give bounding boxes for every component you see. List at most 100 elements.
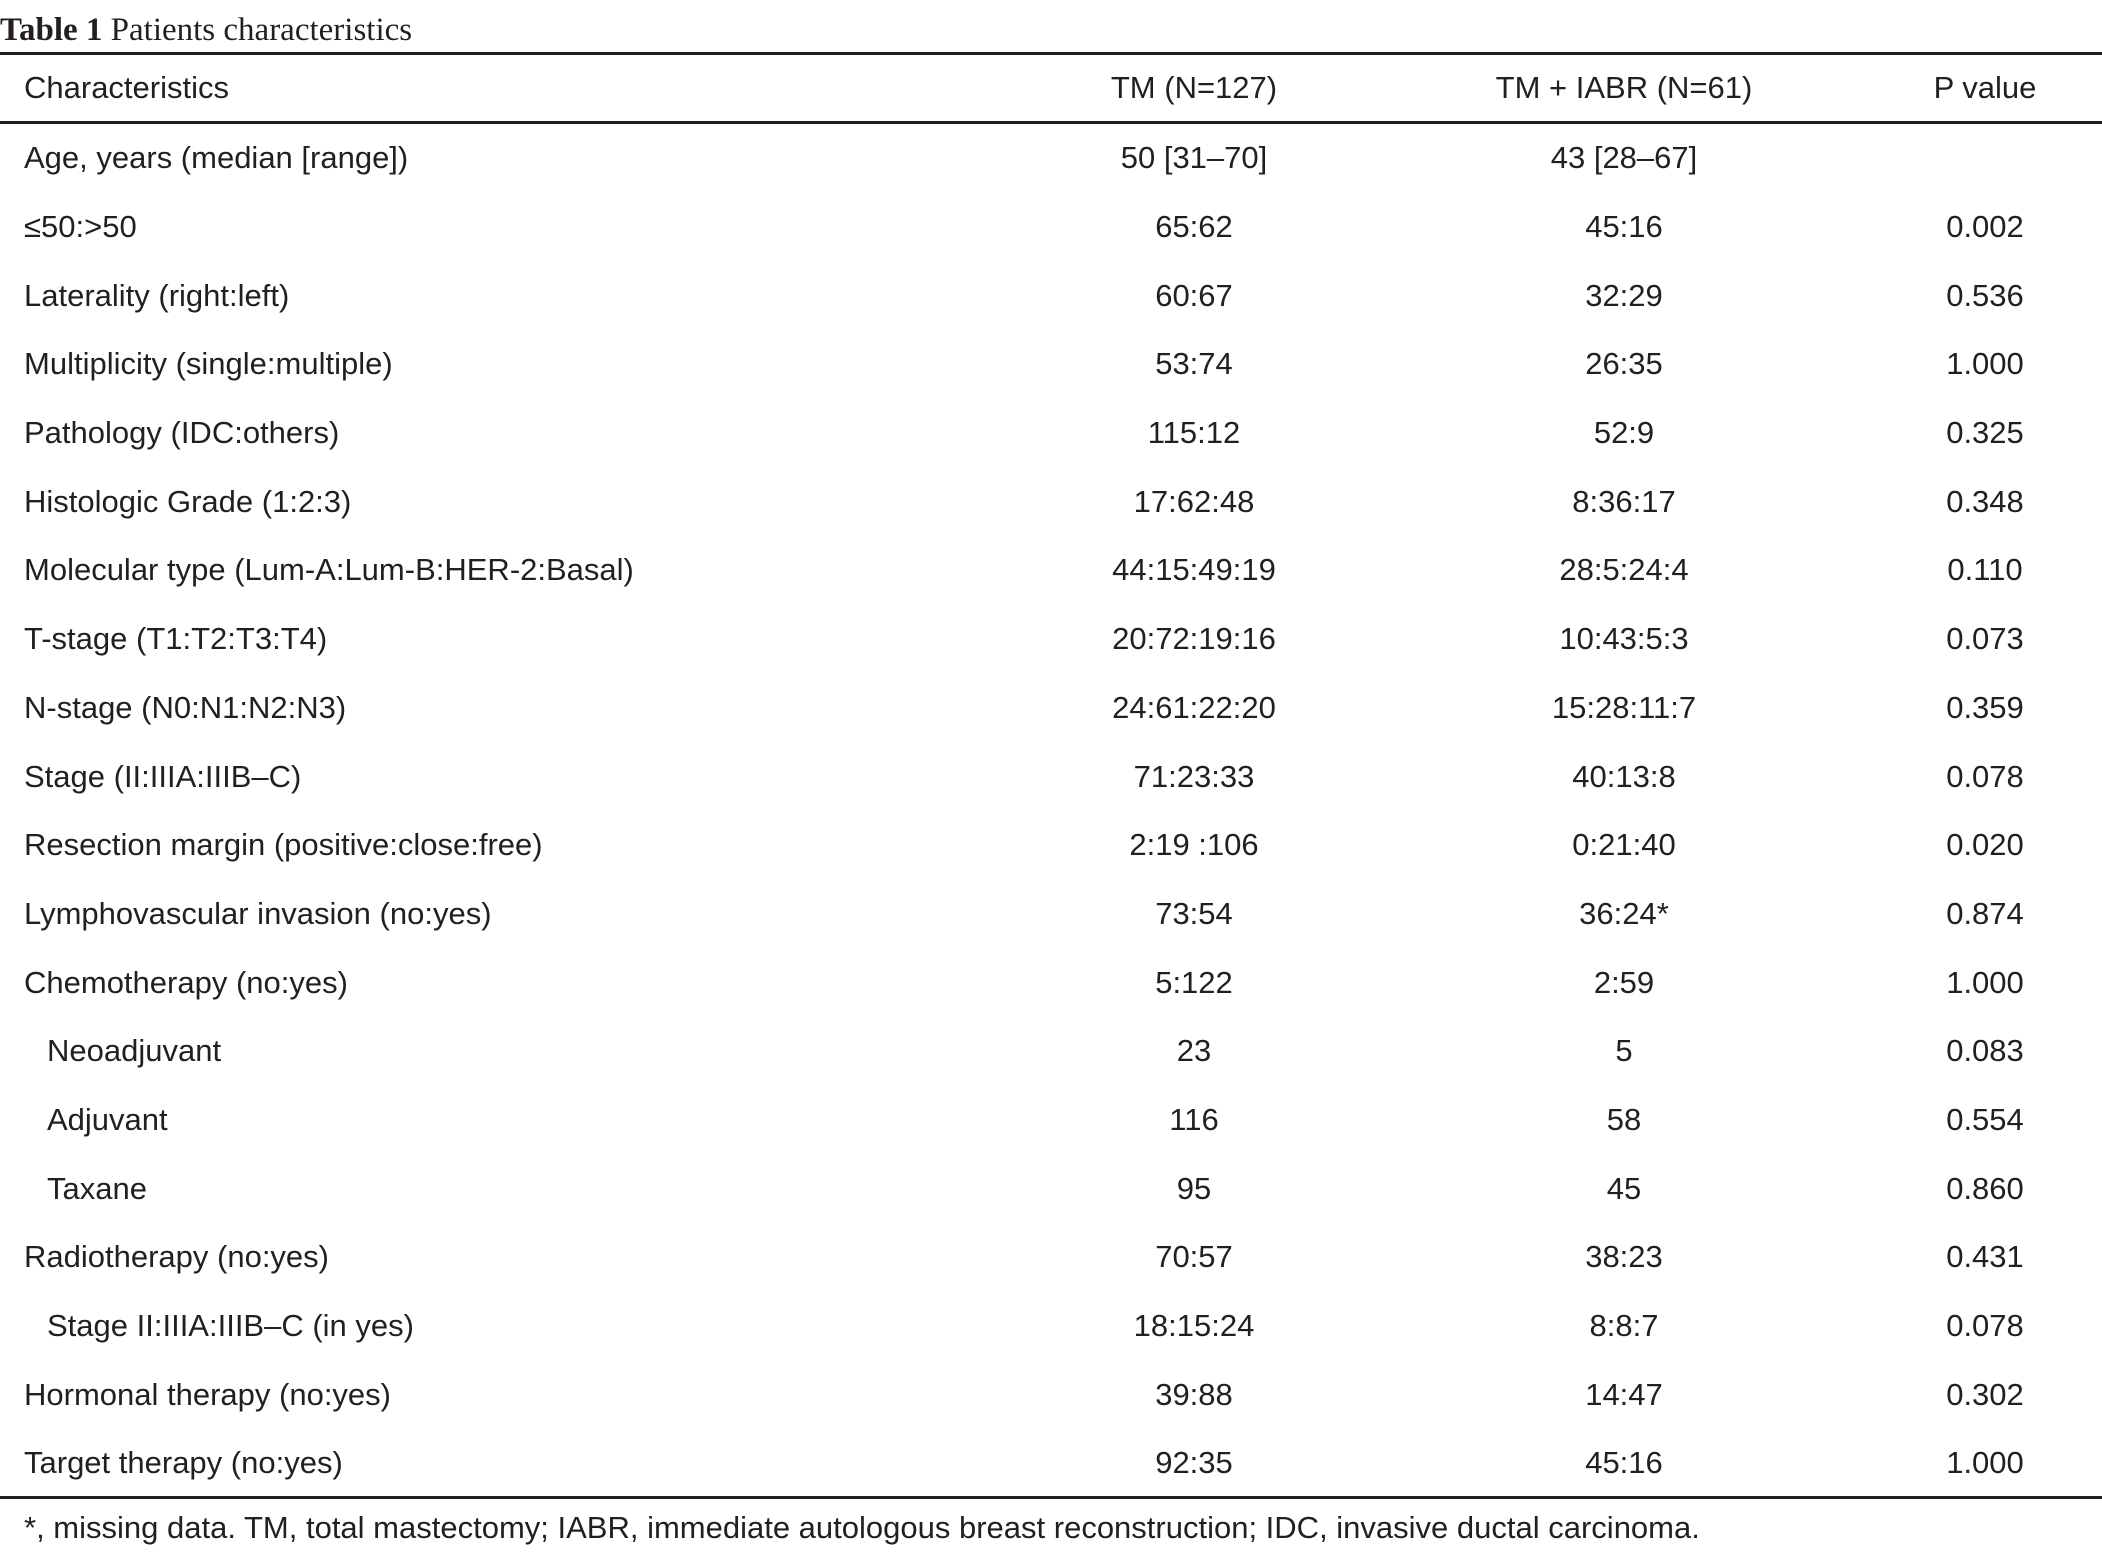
table-row: Histologic Grade (1:2:3) 17:62:48 8:36:1… — [0, 467, 2102, 536]
column-header-tm: TM (N=127) — [1110, 70, 1278, 105]
p-value: 0.431 — [1946, 1239, 2024, 1275]
tm-iabr-value: 45:16 — [1585, 209, 1663, 245]
tm-iabr-value: 38:23 — [1585, 1239, 1663, 1275]
p-value: 0.348 — [1946, 483, 2024, 519]
row-label: Resection margin (positive:close:free) — [24, 827, 543, 863]
row-label: Molecular type (Lum-A:Lum-B:HER-2:Basal) — [24, 552, 634, 588]
table-caption-label: Table 1 — [0, 12, 103, 48]
row-label: Target therapy (no:yes) — [24, 1445, 343, 1481]
patients-characteristics-table: Characteristics TM (N=127) TM + IABR (N=… — [0, 55, 2102, 1498]
row-label: Lymphovascular invasion (no:yes) — [24, 895, 492, 931]
row-label: N-stage (N0:N1:N2:N3) — [24, 689, 347, 725]
row-label: Hormonal therapy (no:yes) — [24, 1376, 391, 1412]
p-value: 0.002 — [1946, 209, 2024, 245]
tm-value: 17:62:48 — [1133, 483, 1255, 519]
tm-iabr-value: 14:47 — [1585, 1376, 1663, 1412]
row-label-sub: Taxane — [47, 1170, 147, 1206]
p-value: 1.000 — [1946, 964, 2024, 1000]
table-row: Age, years (median [range]) 50 [31–70] 4… — [0, 121, 2102, 193]
table-row: Chemotherapy (no:yes) 5:122 2:59 1.000 — [0, 948, 2102, 1017]
tm-iabr-value: 15:28:11:7 — [1551, 689, 1697, 725]
tm-value: 24:61:22:20 — [1112, 689, 1276, 725]
table-row: Stage II:IIIA:IIIB–C (in yes) 18:15:24 8… — [0, 1292, 2102, 1361]
tm-iabr-value: 36:24* — [1579, 895, 1669, 931]
tm-iabr-value: 28:5:24:4 — [1559, 552, 1689, 588]
tm-iabr-value: 52:9 — [1593, 415, 1655, 451]
p-value: 0.110 — [1947, 552, 2023, 588]
p-value: 0.073 — [1946, 621, 2024, 657]
p-value — [1844, 121, 2102, 193]
table-row: Laterality (right:left) 60:67 32:29 0.53… — [0, 261, 2102, 330]
tm-value: 23 — [1176, 1033, 1212, 1069]
tm-value: 92:35 — [1155, 1445, 1233, 1481]
table-row: Taxane 95 45 0.860 — [0, 1154, 2102, 1223]
tm-iabr-value: 43 [28–67] — [1550, 140, 1698, 176]
row-label-sub: Adjuvant — [47, 1101, 168, 1137]
tm-value: 116 — [1169, 1101, 1219, 1137]
row-label: Laterality (right:left) — [24, 277, 290, 313]
tm-value: 73:54 — [1155, 895, 1233, 931]
row-label: Chemotherapy (no:yes) — [24, 964, 348, 1000]
p-value: 0.302 — [1946, 1376, 2024, 1412]
table-row: Adjuvant 116 58 0.554 — [0, 1086, 2102, 1155]
tm-iabr-value: 45 — [1606, 1170, 1642, 1206]
tm-iabr-value: 2:59 — [1593, 964, 1655, 1000]
row-label-sub: Neoadjuvant — [47, 1033, 222, 1069]
tm-iabr-value: 58 — [1606, 1101, 1642, 1137]
p-value: 0.874 — [1946, 895, 2024, 931]
tm-iabr-value: 40:13:8 — [1572, 758, 1676, 794]
table-row: T-stage (T1:T2:T3:T4) 20:72:19:16 10:43:… — [0, 605, 2102, 674]
table-row: ≤50:>50 65:62 45:16 0.002 — [0, 193, 2102, 262]
p-value: 0.078 — [1946, 1308, 2024, 1344]
p-value: 1.000 — [1946, 346, 2024, 382]
column-header-p-value: P value — [1933, 70, 2037, 105]
tm-value: 53:74 — [1155, 346, 1233, 382]
row-label: Multiplicity (single:multiple) — [24, 346, 393, 382]
row-label: Pathology (IDC:others) — [24, 415, 340, 451]
tm-value: 2:19 :106 — [1129, 827, 1259, 863]
row-label: Age, years (median [range]) — [24, 140, 409, 176]
p-value: 0.078 — [1946, 758, 2024, 794]
row-label: Radiotherapy (no:yes) — [24, 1239, 329, 1275]
table-header-rule — [0, 121, 2102, 124]
table-row: Pathology (IDC:others) 115:12 52:9 0.325 — [0, 399, 2102, 468]
row-label: Histologic Grade (1:2:3) — [24, 483, 352, 519]
tm-value: 115:12 — [1147, 415, 1241, 451]
p-value: 0.554 — [1946, 1101, 2024, 1137]
row-label: ≤50:>50 — [24, 209, 137, 245]
tm-iabr-value: 45:16 — [1585, 1445, 1663, 1481]
p-value: 0.325 — [1946, 415, 2024, 451]
table-row: Radiotherapy (no:yes) 70:57 38:23 0.431 — [0, 1223, 2102, 1292]
row-label: Stage (II:IIIA:IIIB–C) — [24, 758, 302, 794]
table-top-rule — [0, 52, 2102, 55]
table-caption: Table 1 Patients characteristics — [0, 10, 412, 50]
p-value: 0.020 — [1946, 827, 2024, 863]
tm-value: 20:72:19:16 — [1112, 621, 1276, 657]
p-value: 0.083 — [1946, 1033, 2024, 1069]
table-row: Neoadjuvant 23 5 0.083 — [0, 1017, 2102, 1086]
table-bottom-rule — [0, 1496, 2102, 1499]
tm-value: 60:67 — [1155, 277, 1233, 313]
table-row: Target therapy (no:yes) 92:35 45:16 1.00… — [0, 1429, 2102, 1498]
table-row: Multiplicity (single:multiple) 53:74 26:… — [0, 330, 2102, 399]
p-value: 1.000 — [1946, 1445, 2024, 1481]
tm-value: 71:23:33 — [1133, 758, 1255, 794]
tm-value: 50 [31–70] — [1120, 140, 1268, 176]
tm-iabr-value: 5 — [1615, 1033, 1633, 1069]
p-value: 0.536 — [1946, 277, 2024, 313]
tm-value: 95 — [1176, 1170, 1212, 1206]
column-header-characteristics: Characteristics — [24, 70, 229, 105]
tm-iabr-value: 10:43:5:3 — [1559, 621, 1689, 657]
p-value: 0.359 — [1946, 689, 2024, 725]
row-label: T-stage (T1:T2:T3:T4) — [24, 621, 328, 657]
table-row: Stage (II:IIIA:IIIB–C) 71:23:33 40:13:8 … — [0, 742, 2102, 811]
tm-value: 70:57 — [1155, 1239, 1233, 1275]
table-footnote: *, missing data. TM, total mastectomy; I… — [24, 1510, 1700, 1545]
tm-value: 39:88 — [1155, 1376, 1233, 1412]
table-row: Molecular type (Lum-A:Lum-B:HER-2:Basal)… — [0, 536, 2102, 605]
table-row: N-stage (N0:N1:N2:N3) 24:61:22:20 15:28:… — [0, 674, 2102, 743]
table-caption-text: Patients characteristics — [110, 12, 413, 48]
tm-value: 44:15:49:19 — [1112, 552, 1276, 588]
column-header-tm-iabr: TM + IABR (N=61) — [1495, 70, 1753, 105]
table-row: Lymphovascular invasion (no:yes) 73:54 3… — [0, 880, 2102, 949]
